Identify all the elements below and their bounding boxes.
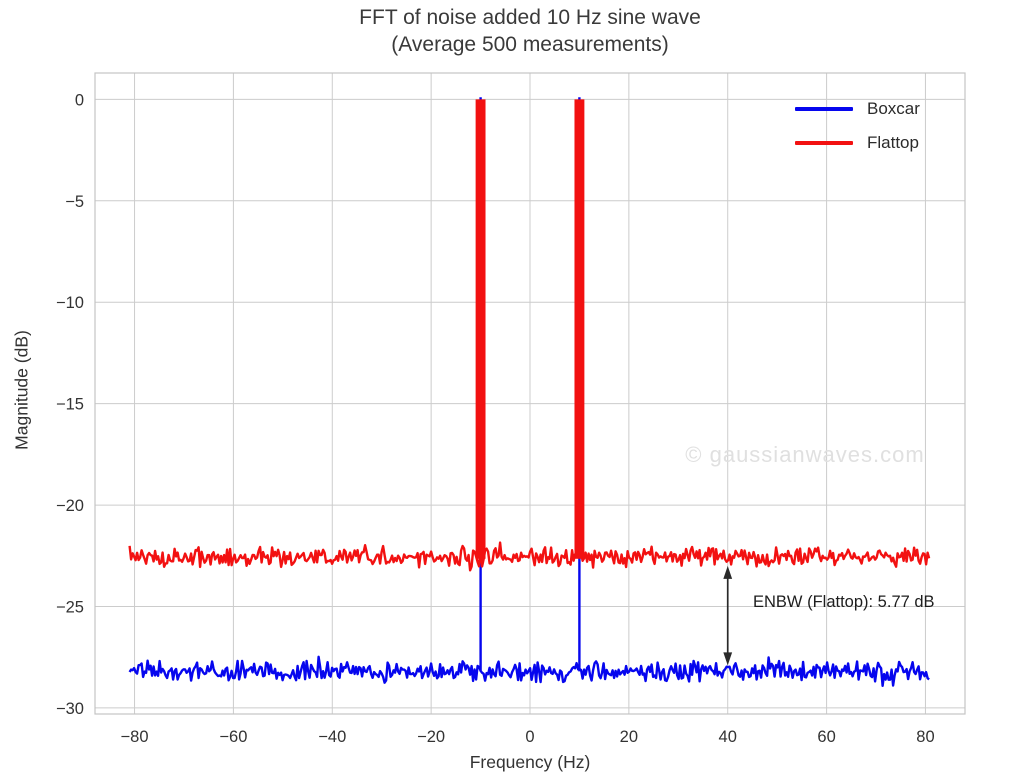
boxcar-line-swatch <box>795 107 853 111</box>
chart-title-line1: FFT of noise added 10 Hz sine wave <box>359 6 701 29</box>
x-tick-label: −20 <box>417 728 445 746</box>
legend-entry-boxcar: Boxcar <box>795 92 920 126</box>
x-tick-label: 20 <box>620 728 638 746</box>
x-tick-label: 40 <box>719 728 737 746</box>
y-tick-label: −15 <box>56 396 84 414</box>
plot-border <box>94 72 966 715</box>
flattop-line-swatch <box>795 141 853 145</box>
chart-title-line2: (Average 500 measurements) <box>391 33 669 56</box>
series-flattop-line <box>128 541 931 572</box>
enbw-arrowhead-up <box>723 565 733 579</box>
chart-title: FFT of noise added 10 Hz sine wave (Aver… <box>95 4 965 58</box>
enbw-annotation: ENBW (Flattop): 5.77 dB <box>753 593 935 611</box>
x-tick-label: 60 <box>817 728 835 746</box>
x-tick-label: −60 <box>219 728 247 746</box>
flattop-peak <box>574 99 585 559</box>
xaxis-label: Frequency (Hz) <box>469 752 591 772</box>
x-tick-label: 0 <box>525 728 534 746</box>
y-tick-label: −30 <box>56 700 84 718</box>
x-tick-label: 80 <box>916 728 934 746</box>
y-tick-label: 0 <box>75 91 84 109</box>
yaxis-label: Magnitude (dB) <box>11 330 32 450</box>
y-tick-label: −20 <box>56 497 84 515</box>
watermark: © gaussianwaves.com <box>685 442 925 467</box>
y-tick-label: −25 <box>56 598 84 616</box>
legend-entry-flattop: Flattop <box>795 126 920 160</box>
legend-label-boxcar: Boxcar <box>867 99 920 118</box>
flattop-peak <box>475 99 486 559</box>
legend-label-flattop: Flattop <box>867 133 919 152</box>
y-tick-label: −10 <box>56 294 84 312</box>
x-tick-label: −40 <box>318 728 346 746</box>
x-tick-label: −80 <box>121 728 149 746</box>
y-tick-label: −5 <box>65 193 84 211</box>
enbw-arrowhead-down <box>723 652 733 666</box>
legend: Boxcar Flattop <box>795 92 920 160</box>
